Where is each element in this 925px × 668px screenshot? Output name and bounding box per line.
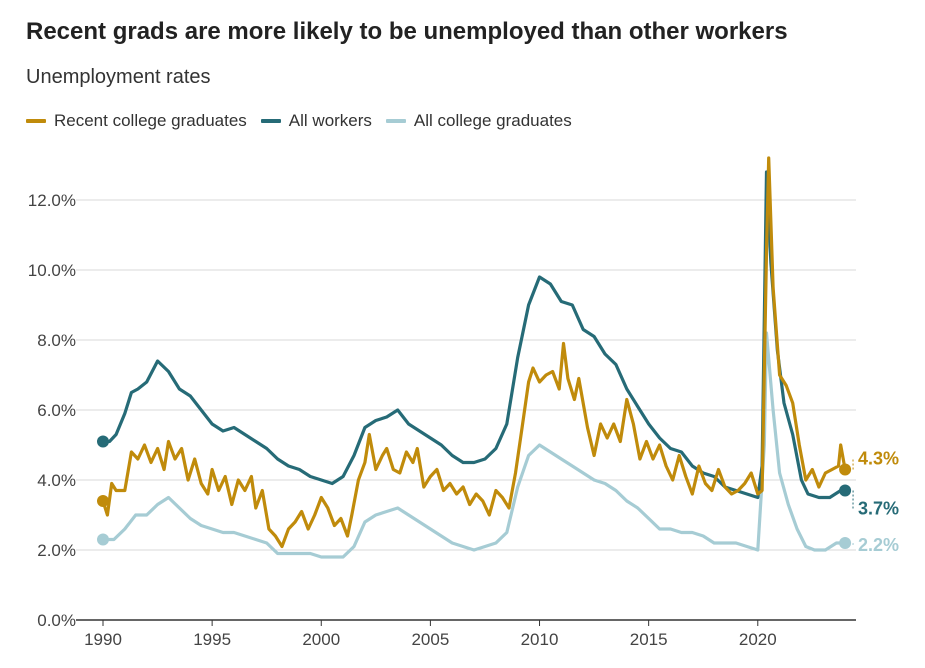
legend-label-all-college: All college graduates [413, 111, 572, 130]
chart-title: Recent grads are more likely to be unemp… [26, 18, 788, 45]
y-tick-label: 0.0% [37, 611, 76, 630]
series-start-marker-all-workers [97, 435, 109, 448]
x-tick-label: 2010 [521, 630, 559, 649]
x-tick-label: 2000 [302, 630, 340, 649]
legend-swatch-all-workers [260, 119, 281, 123]
series-line-recent [101, 156, 847, 549]
x-tick-label: 2020 [739, 630, 777, 649]
legend-label-recent: Recent college graduates [54, 111, 247, 130]
x-tick-label: 2005 [411, 630, 449, 649]
series-end-marker-all-workers [839, 484, 852, 497]
y-tick-label: 4.0% [37, 471, 76, 490]
legend: Recent college graduates All workers All… [26, 111, 586, 131]
legend-label-all-workers: All workers [288, 111, 372, 130]
series-end-marker-all-college [839, 537, 852, 549]
y-tick-label: 10.0% [28, 261, 76, 280]
chart-subtitle: Unemployment rates [26, 66, 211, 88]
end-label-recent: 4.3% [858, 449, 899, 469]
series-line-all-workers [101, 170, 847, 500]
series-line-all-college [101, 331, 847, 559]
x-tick-label: 2015 [630, 630, 668, 649]
end-label-all-college: 2.2% [858, 535, 899, 555]
y-tick-label: 8.0% [37, 331, 76, 350]
x-tick-label: 1995 [193, 630, 231, 649]
legend-item-recent: Recent college graduates [26, 111, 247, 131]
legend-swatch-recent [26, 119, 46, 123]
y-tick-label: 2.0% [37, 541, 76, 560]
y-tick-label: 12.0% [28, 191, 76, 210]
legend-swatch-all-college [385, 119, 406, 123]
series-start-marker-all-college [97, 533, 109, 546]
legend-item-all-workers: All workers [260, 111, 372, 131]
end-label-all-workers: 3.7% [858, 499, 899, 519]
x-tick-label: 1990 [84, 630, 122, 649]
series-end-marker-recent [839, 463, 852, 476]
y-tick-label: 6.0% [37, 401, 76, 420]
series-start-marker-recent [97, 495, 109, 507]
legend-item-all-college: All college graduates [385, 111, 572, 131]
